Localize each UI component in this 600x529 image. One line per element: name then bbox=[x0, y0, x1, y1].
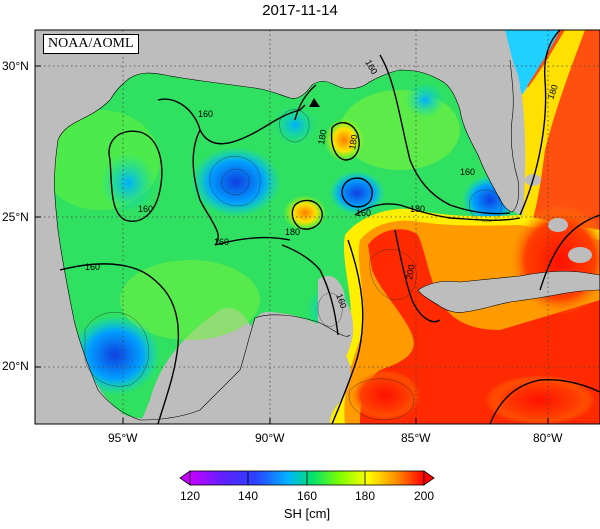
contour-label: 160 bbox=[85, 262, 100, 272]
contour-label: 200 bbox=[404, 264, 416, 281]
contour-label-group: 160 160 160 160 160 160 160 160 180 180 … bbox=[85, 58, 560, 310]
colorbar-tick: 120 bbox=[180, 489, 200, 503]
contour-lines bbox=[59, 30, 600, 424]
colorbar-tick: 180 bbox=[355, 489, 375, 503]
lon-tick-label: 90°W bbox=[255, 431, 285, 445]
land-cuba bbox=[418, 271, 600, 313]
atlantic-yellow-band bbox=[520, 30, 585, 240]
cold-eddy-east bbox=[329, 171, 385, 215]
map-frame bbox=[34, 29, 600, 425]
colorbar-tick: 160 bbox=[297, 489, 317, 503]
lon-tick-label: 80°W bbox=[533, 431, 563, 445]
contour-label: 180 bbox=[285, 227, 300, 237]
contour-label: 160 bbox=[334, 292, 349, 310]
land-yucatan bbox=[250, 318, 351, 424]
lat-tick-label: 30°N bbox=[2, 59, 29, 73]
colorbar-tick: 140 bbox=[238, 489, 258, 503]
contour-label: 180 bbox=[316, 129, 328, 146]
lon-tick-label: 85°W bbox=[401, 431, 431, 445]
station-marker bbox=[309, 98, 320, 107]
cold-eddy-southwest bbox=[70, 315, 160, 395]
map-title: 2017-11-14 bbox=[262, 2, 338, 19]
contour-label: 160 bbox=[214, 237, 229, 247]
colorbar: 120 140 160 180 200 SH [cm] bbox=[179, 470, 435, 521]
contour-label: 180 bbox=[410, 204, 425, 214]
contour-label: 160 bbox=[460, 167, 475, 177]
contour-label: 180 bbox=[545, 83, 560, 101]
cold-eddy-central bbox=[191, 147, 281, 217]
colorbar-tick: 200 bbox=[414, 489, 434, 503]
colorbar-label: SH [cm] bbox=[284, 506, 330, 521]
contour-label: 180 bbox=[347, 134, 359, 151]
source-label: NOAA/AOML bbox=[43, 34, 139, 54]
contour-label: 160 bbox=[138, 204, 153, 214]
lat-tick-label: 20°N bbox=[2, 359, 29, 373]
lat-tick-label: 25°N bbox=[2, 210, 29, 224]
cold-eddy-west bbox=[100, 153, 156, 213]
contour-label: 160 bbox=[198, 109, 213, 119]
lon-tick-label: 95°W bbox=[108, 431, 138, 445]
contour-label: 160 bbox=[356, 208, 371, 218]
land-florida bbox=[460, 30, 519, 212]
